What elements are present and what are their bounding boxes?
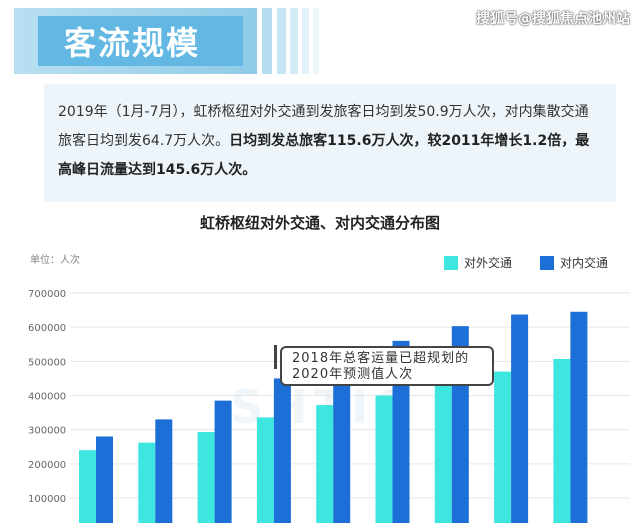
- summary-box: 2019年（1月-7月），虹桥枢纽对外交通到发旅客日均到发50.9万人次，对内集…: [44, 84, 616, 202]
- bar-internal: [155, 419, 173, 523]
- bar-external: [375, 395, 393, 523]
- bar-external: [79, 450, 96, 523]
- annotation-bracket: [274, 345, 283, 369]
- bar-external: [316, 405, 334, 523]
- legend-swatch-internal: [540, 256, 554, 270]
- bar-internal: [273, 378, 291, 523]
- decor-stripe: [262, 8, 272, 74]
- decor-stripe: [313, 8, 319, 74]
- y-tick-label: 400000: [28, 392, 66, 403]
- y-tick-label: 500000: [28, 357, 66, 368]
- bar-internal: [96, 436, 113, 523]
- y-tick-label: 700000: [28, 289, 66, 300]
- annotation-text: 2018年总客运量已超规划的2020年预测值人次: [292, 351, 470, 382]
- y-tick-label: 300000: [28, 426, 66, 437]
- bar-external: [256, 417, 274, 523]
- decor-stripe: [277, 8, 286, 74]
- legend-label-internal: 对内交通: [560, 256, 609, 270]
- bar-internal: [333, 361, 351, 523]
- chart-title: 虹桥枢纽对外交通、对内交通分布图: [199, 214, 440, 232]
- legend-label-external: 对外交通: [464, 256, 513, 270]
- bar-chart: 100000 200000 300000 400000 500000 600000 7000…: [28, 289, 630, 523]
- bar-external: [434, 385, 452, 523]
- bar-external: [553, 358, 571, 523]
- bar-external: [197, 432, 215, 523]
- header-banner-inner: [38, 16, 243, 66]
- chart-unit-label: 单位：人次: [30, 255, 80, 266]
- bar-internal: [214, 400, 232, 523]
- source-watermark: 搜狐号@搜狐焦点池州站: [476, 11, 630, 27]
- legend-swatch-external: [444, 256, 458, 270]
- legend-item-external: 对外交通: [444, 254, 512, 271]
- bar-external: [494, 371, 512, 523]
- chart-annotation: 2018年总客运量已超规划的2020年预测值人次: [274, 345, 494, 386]
- bar-external: [138, 442, 156, 523]
- decor-stripe: [302, 8, 309, 74]
- bar-internal: [570, 311, 588, 523]
- summary-highlight: 日均到发总旅客115.6万人次，较2011年增长1.2倍，最高峰日流量达到145…: [58, 133, 590, 178]
- legend-item-internal: 对内交通: [540, 254, 608, 271]
- page-title: 客流规模: [64, 24, 201, 62]
- summary-text: 2019年（1月-7月），虹桥枢纽对外交通到发旅客日均到发50.9万人次，对内集…: [58, 104, 589, 149]
- header-banner: [14, 8, 257, 74]
- decor-stripe: [290, 8, 298, 74]
- y-tick-label: 100000: [28, 494, 66, 505]
- bar-internal: [392, 340, 410, 523]
- bar-internal: [511, 314, 529, 523]
- y-tick-label: 200000: [28, 460, 66, 471]
- y-tick-label: 600000: [28, 323, 66, 334]
